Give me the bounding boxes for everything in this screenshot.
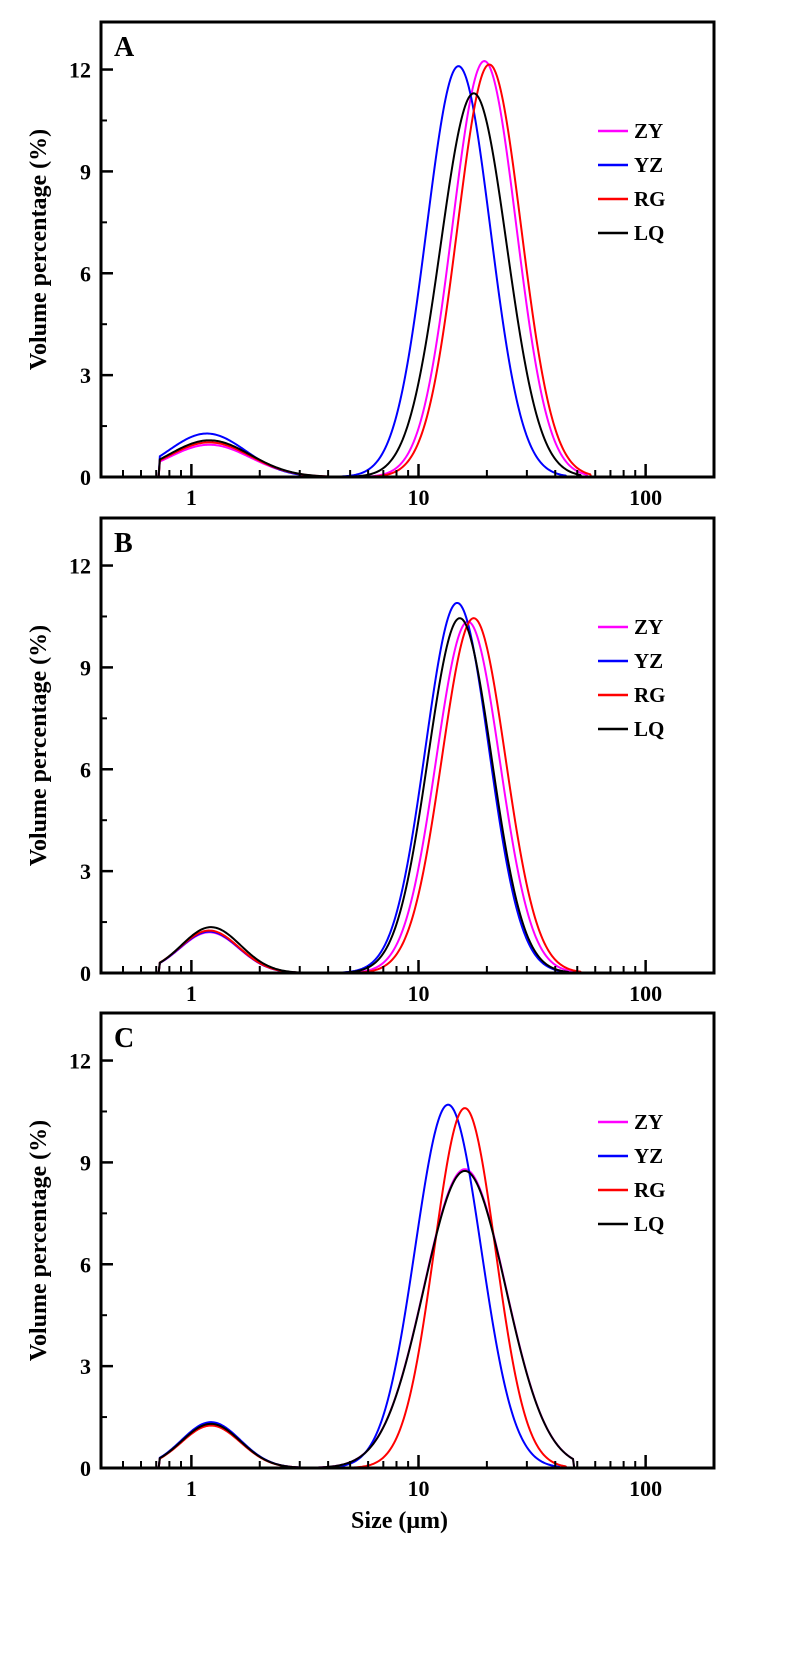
series-line-lq [101,92,714,477]
y-tick-label: 3 [80,1354,91,1379]
x-tick-label: 10 [408,981,430,1006]
x-tick-label: 100 [629,485,662,510]
series-line-zy [101,620,714,973]
panel-label: C [114,1023,134,1054]
y-axis-title: Volume percentage (%) [26,1120,52,1361]
y-axis-title: Volume percentage (%) [26,625,52,866]
y-tick-label: 6 [80,757,91,782]
y-tick-label: 9 [80,159,91,184]
y-tick-label: 9 [80,655,91,680]
legend-label-yz: YZ [634,1144,663,1168]
x-tick-label: 10 [408,1476,430,1501]
x-tick-label: 1 [186,1476,197,1501]
chart-panel-c: 0 3 6 9 12 1 10 100 C Volume percentage (%) Size (… [26,1011,716,1534]
y-tick-label: 0 [80,465,91,490]
series-line-yz [101,65,714,477]
y-tick-label: 0 [80,961,91,986]
x-tick-label: 10 [408,485,430,510]
plot-frame [99,20,716,479]
series-line-rg [101,1107,714,1468]
panel-label: A [114,32,135,63]
plot-frame [99,516,716,975]
y-tick-label: 6 [80,1252,91,1277]
y-tick-label: 12 [69,554,91,579]
y-axis-title: Volume percentage (%) [26,129,52,370]
series-line-rg [101,617,714,973]
y-tick-label: 9 [80,1150,91,1175]
panel-label: B [114,528,133,559]
y-tick-label: 3 [80,859,91,884]
y-tick-label: 12 [69,1049,91,1074]
legend-label-rg: RG [634,1178,666,1202]
legend: ZY YZ RG LQ [598,119,666,245]
legend: ZY YZ RG LQ [598,615,666,741]
legend-label-yz: YZ [634,649,663,673]
x-tick-label: 1 [186,981,197,1006]
legend-label-lq: LQ [634,717,664,741]
x-tick-label: 100 [629,981,662,1006]
series-line-lq [101,1169,714,1468]
legend-label-yz: YZ [634,153,663,177]
series-line-rg [101,63,714,477]
y-tick-label: 12 [69,58,91,83]
legend-label-rg: RG [634,187,666,211]
plot-frame [99,1011,716,1470]
chart-panel-a: 0 3 6 9 12 1 10 100 A Volume percentage (%) ZY YZ RG… [26,20,716,510]
legend-label-lq: LQ [634,1212,664,1236]
y-tick-label: 3 [80,363,91,388]
legend-label-lq: LQ [634,221,664,245]
legend-label-zy: ZY [634,119,663,143]
x-tick-label: 100 [629,1476,662,1501]
legend-label-zy: ZY [634,615,663,639]
series-line-yz [101,1103,714,1468]
y-tick-label: 0 [80,1456,91,1481]
series-line-lq [101,617,714,973]
legend: ZY YZ RG LQ [598,1110,666,1236]
x-axis-title: Size (μm) [351,1508,448,1534]
series-line-zy [101,60,714,477]
legend-label-zy: ZY [634,1110,663,1134]
series-line-zy [101,1168,714,1468]
y-tick-label: 6 [80,261,91,286]
x-tick-label: 1 [186,485,197,510]
chart-panel-b: 0 3 6 9 12 1 10 100 B Volume percentage (%) ZY YZ RG… [26,516,716,1006]
legend-label-rg: RG [634,683,666,707]
